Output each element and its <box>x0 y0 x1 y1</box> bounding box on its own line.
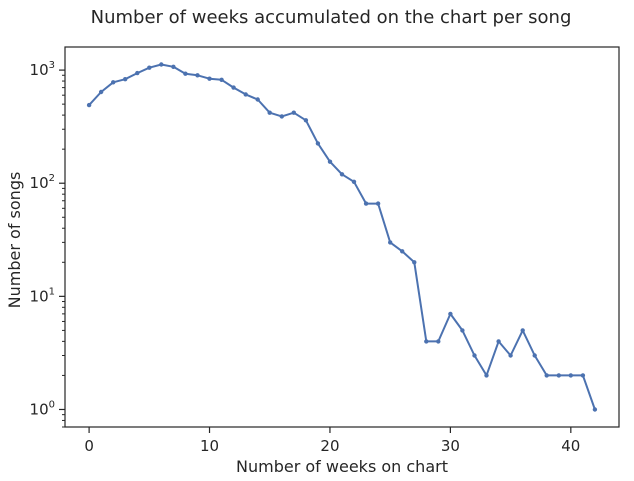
y-tick-label: 100 <box>30 399 55 418</box>
data-point <box>171 64 176 70</box>
data-point <box>111 80 116 85</box>
data-point <box>327 159 333 164</box>
data-point <box>135 70 140 76</box>
data-point <box>98 89 104 95</box>
data-point <box>520 328 525 333</box>
data-point <box>532 353 537 358</box>
data-point <box>207 76 212 81</box>
data-point <box>496 339 501 344</box>
data-point <box>279 114 284 119</box>
data-point <box>375 201 381 206</box>
data-point <box>412 260 417 265</box>
data-points <box>86 62 598 412</box>
y-tick-label: 101 <box>30 286 55 305</box>
data-point <box>472 353 477 358</box>
x-tick-label: 40 <box>561 437 580 455</box>
data-point <box>592 407 598 412</box>
data-point <box>231 85 236 90</box>
data-point <box>303 118 309 123</box>
data-point <box>291 110 296 115</box>
data-point <box>424 339 429 344</box>
data-point <box>255 97 260 102</box>
data-point <box>436 339 441 344</box>
data-point <box>544 373 549 378</box>
series-line <box>88 63 596 410</box>
data-point <box>363 201 369 206</box>
data-point <box>219 77 224 83</box>
data-point <box>86 102 92 108</box>
data-point <box>556 373 561 378</box>
data-point <box>460 328 465 333</box>
data-point <box>339 172 345 177</box>
data-point <box>484 373 489 378</box>
data-point <box>388 240 393 245</box>
chart-title: Number of weeks accumulated on the chart… <box>91 7 572 28</box>
data-point <box>580 373 586 378</box>
data-point <box>448 311 453 317</box>
y-tick-label: 102 <box>30 173 55 192</box>
x-tick-label: 10 <box>200 437 219 455</box>
data-point <box>147 65 152 70</box>
y-axis-ticks: 100 101 102 103 <box>30 60 65 428</box>
data-point <box>568 373 573 378</box>
x-tick-label: 30 <box>441 437 460 455</box>
data-point <box>195 73 200 78</box>
x-tick-label: 0 <box>84 437 94 455</box>
x-axis-label: Number of weeks on chart <box>236 457 448 476</box>
data-point <box>267 110 272 115</box>
plot-frame <box>64 46 620 428</box>
data-point <box>183 71 188 76</box>
data-point <box>508 353 513 358</box>
y-tick-label: 103 <box>30 60 55 79</box>
data-point <box>123 77 128 82</box>
data-point <box>243 92 248 97</box>
data-point <box>400 249 405 254</box>
data-point <box>351 179 357 184</box>
x-axis-ticks: 0 10 20 30 40 <box>84 427 580 455</box>
data-point <box>159 62 164 67</box>
data-point <box>315 141 321 146</box>
y-axis-label: Number of songs <box>5 172 24 309</box>
x-tick-label: 20 <box>320 437 339 455</box>
